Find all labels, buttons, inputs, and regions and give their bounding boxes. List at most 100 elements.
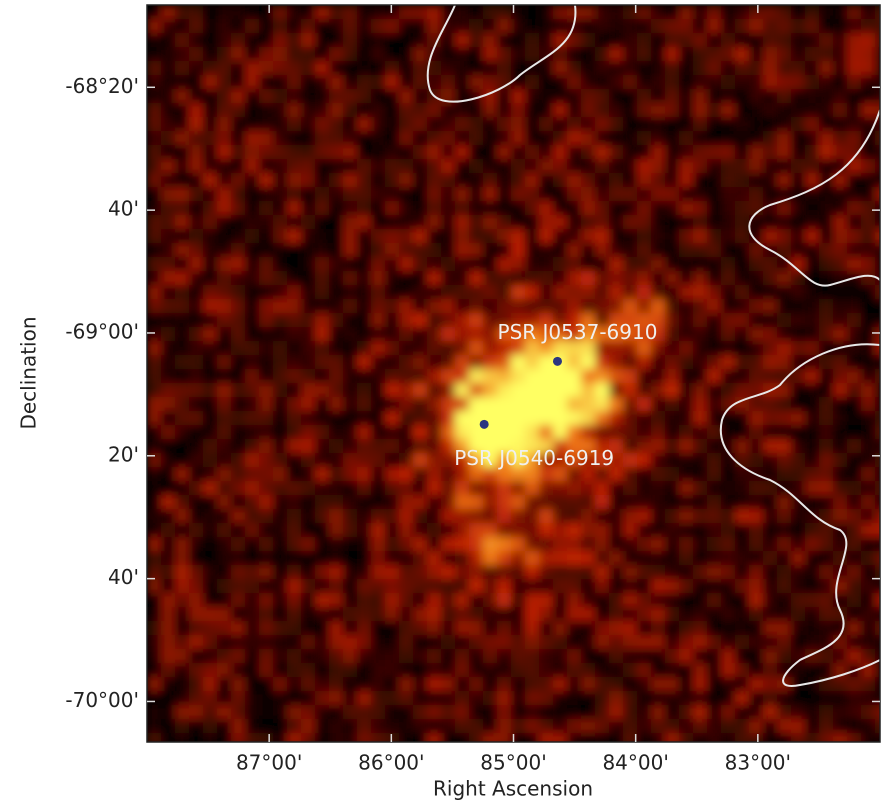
map-pixel bbox=[203, 453, 218, 468]
map-pixel bbox=[581, 89, 596, 104]
map-pixel bbox=[581, 243, 596, 258]
map-pixel bbox=[875, 593, 880, 608]
map-pixel bbox=[497, 369, 512, 384]
map-pixel bbox=[791, 411, 806, 426]
map-pixel bbox=[455, 607, 470, 622]
map-pixel bbox=[791, 705, 806, 720]
map-pixel bbox=[427, 75, 442, 90]
map-pixel bbox=[637, 285, 652, 300]
map-pixel bbox=[651, 285, 666, 300]
map-pixel bbox=[791, 271, 806, 286]
map-pixel bbox=[609, 481, 624, 496]
map-pixel bbox=[203, 103, 218, 118]
map-pixel bbox=[819, 145, 834, 160]
map-pixel bbox=[833, 5, 848, 20]
map-pixel bbox=[553, 523, 568, 538]
map-pixel bbox=[399, 5, 414, 20]
map-pixel bbox=[497, 159, 512, 174]
map-pixel bbox=[371, 341, 386, 356]
map-pixel bbox=[441, 299, 456, 314]
map-pixel bbox=[161, 537, 176, 552]
map-pixel bbox=[189, 5, 204, 20]
map-pixel bbox=[483, 341, 498, 356]
map-pixel bbox=[805, 509, 820, 524]
map-pixel bbox=[287, 19, 302, 34]
map-pixel bbox=[273, 663, 288, 678]
map-pixel bbox=[539, 579, 554, 594]
map-pixel bbox=[259, 131, 274, 146]
map-pixel bbox=[511, 523, 526, 538]
map-pixel bbox=[175, 411, 190, 426]
map-pixel bbox=[511, 663, 526, 678]
map-pixel bbox=[805, 565, 820, 580]
map-pixel bbox=[791, 159, 806, 174]
map-pixel bbox=[805, 677, 820, 692]
y-tick-label: -69°00' bbox=[65, 319, 139, 343]
map-pixel bbox=[301, 607, 316, 622]
map-pixel bbox=[525, 159, 540, 174]
map-pixel bbox=[245, 733, 260, 742]
map-pixel bbox=[371, 537, 386, 552]
map-pixel bbox=[189, 439, 204, 454]
map-pixel bbox=[231, 341, 246, 356]
map-pixel bbox=[777, 271, 792, 286]
map-pixel bbox=[343, 439, 358, 454]
map-pixel bbox=[595, 719, 610, 734]
map-pixel bbox=[651, 411, 666, 426]
map-pixel bbox=[175, 19, 190, 34]
map-pixel bbox=[511, 453, 526, 468]
map-pixel bbox=[833, 201, 848, 216]
map-pixel bbox=[287, 327, 302, 342]
map-pixel bbox=[147, 635, 162, 650]
map-pixel bbox=[175, 551, 190, 566]
map-pixel bbox=[875, 369, 880, 384]
map-pixel bbox=[231, 593, 246, 608]
map-pixel bbox=[483, 383, 498, 398]
map-pixel bbox=[539, 439, 554, 454]
map-pixel bbox=[665, 439, 680, 454]
map-pixel bbox=[259, 229, 274, 244]
map-pixel bbox=[329, 19, 344, 34]
map-pixel bbox=[329, 705, 344, 720]
map-pixel bbox=[385, 201, 400, 216]
map-pixel bbox=[553, 47, 568, 62]
map-pixel bbox=[581, 313, 596, 328]
map-pixel bbox=[357, 719, 372, 734]
map-pixel bbox=[385, 355, 400, 370]
map-pixel bbox=[847, 453, 862, 468]
map-pixel bbox=[203, 425, 218, 440]
map-pixel bbox=[315, 117, 330, 132]
map-pixel bbox=[329, 663, 344, 678]
map-pixel bbox=[469, 453, 484, 468]
map-pixel bbox=[875, 131, 880, 146]
map-pixel bbox=[819, 299, 834, 314]
map-pixel bbox=[357, 495, 372, 510]
map-pixel bbox=[609, 425, 624, 440]
map-pixel bbox=[735, 159, 750, 174]
map-pixel bbox=[287, 481, 302, 496]
map-pixel bbox=[595, 551, 610, 566]
map-pixel bbox=[259, 75, 274, 90]
map-pixel bbox=[833, 649, 848, 664]
map-pixel bbox=[357, 355, 372, 370]
map-pixel bbox=[623, 565, 638, 580]
map-pixel bbox=[189, 229, 204, 244]
map-pixel bbox=[245, 593, 260, 608]
map-pixel bbox=[329, 341, 344, 356]
map-pixel bbox=[679, 61, 694, 76]
map-pixel bbox=[273, 565, 288, 580]
map-pixel bbox=[427, 691, 442, 706]
map-pixel bbox=[371, 103, 386, 118]
map-pixel bbox=[203, 565, 218, 580]
map-pixel bbox=[399, 341, 414, 356]
map-pixel bbox=[581, 257, 596, 272]
map-pixel bbox=[735, 187, 750, 202]
map-pixel bbox=[651, 523, 666, 538]
pulsar-point bbox=[479, 419, 489, 429]
map-pixel bbox=[665, 621, 680, 636]
map-pixel bbox=[805, 453, 820, 468]
map-pixel bbox=[343, 663, 358, 678]
map-pixel bbox=[399, 299, 414, 314]
map-pixel bbox=[413, 243, 428, 258]
map-pixel bbox=[273, 397, 288, 412]
